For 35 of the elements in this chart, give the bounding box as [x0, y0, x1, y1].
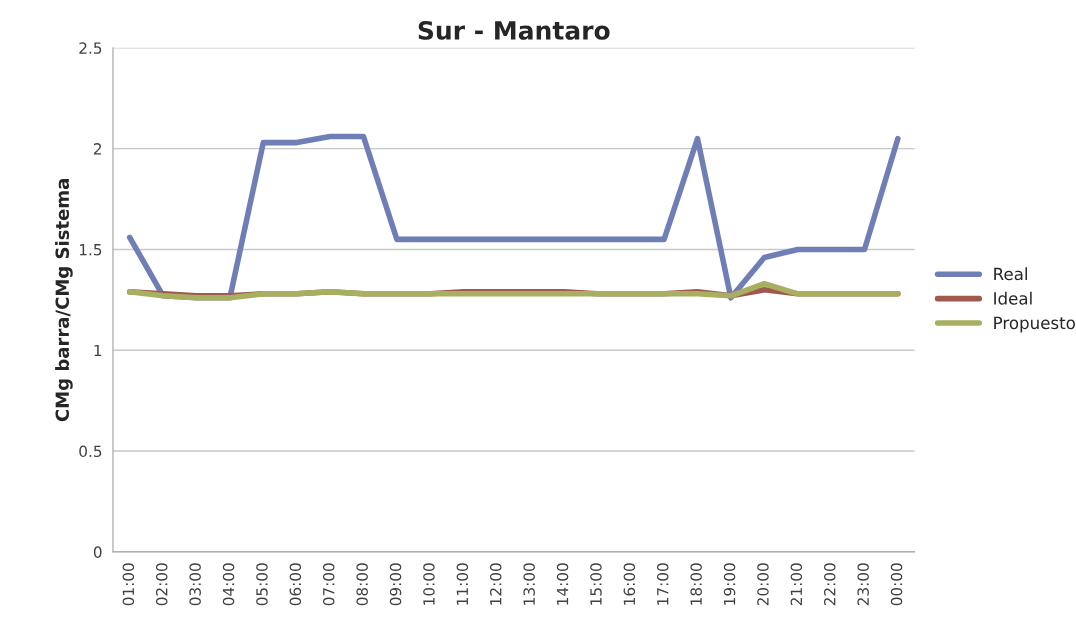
x-tick-label: 01:00: [122, 563, 135, 606]
legend-label: Real: [994, 267, 1027, 281]
x-tick-label: 04:00: [222, 563, 235, 606]
x-tick-label: 07:00: [322, 563, 335, 606]
x-tick-label: 14:00: [556, 563, 569, 605]
x-tick-label: 09:00: [389, 563, 402, 606]
y-tick-label: 0.5: [79, 445, 102, 458]
x-tick-label: 00:00: [890, 563, 903, 606]
x-tick-label: 12:00: [489, 563, 502, 605]
chart-title: Sur - Mantaro: [418, 20, 610, 40]
y-axis-title: CMg barra/CMg Sistema: [55, 179, 73, 422]
x-tick-label: 18:00: [690, 563, 702, 605]
x-tick-label: 03:00: [189, 563, 201, 606]
x-tick-label: 16:00: [623, 563, 636, 605]
x-tick-label: 06:00: [289, 563, 302, 606]
y-tick-label: 2: [93, 143, 102, 155]
x-tick-label: 13:00: [523, 563, 535, 605]
x-tick-label: 19:00: [723, 563, 736, 605]
x-tick-label: 02:00: [155, 563, 168, 606]
x-tick-label: 22:00: [823, 563, 836, 606]
x-tick-label: 17:00: [656, 563, 669, 605]
x-tick-label: 11:00: [456, 563, 469, 605]
x-tick-label: 10:00: [423, 563, 435, 605]
x-tick-label: 20:00: [757, 563, 769, 606]
x-tick-label: 05:00: [256, 563, 268, 606]
legend-label: Ideal: [994, 291, 1032, 305]
x-tick-label: 08:00: [356, 563, 368, 606]
x-tick-label: 23:00: [857, 563, 869, 606]
y-tick-label: 1: [94, 344, 102, 357]
y-tick-label: 0: [93, 546, 102, 558]
x-tick-label: 15:00: [590, 563, 602, 605]
x-tick-label: 21:00: [790, 563, 803, 606]
y-tick-label: 2.5: [79, 42, 102, 54]
legend-label: Propuesto: [994, 316, 1075, 333]
y-tick-label: 1.5: [79, 244, 102, 256]
